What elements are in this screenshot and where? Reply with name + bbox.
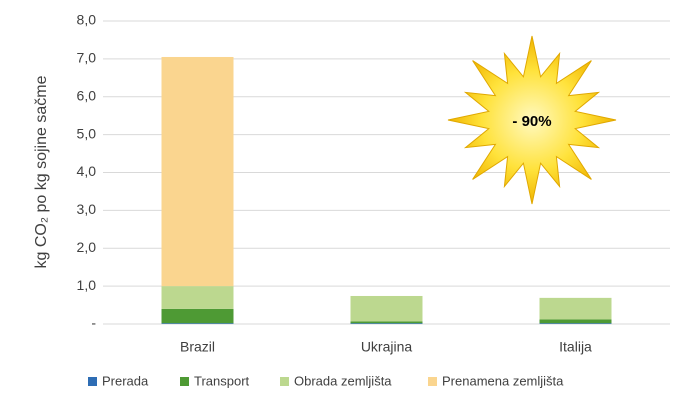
bar-segment (161, 308, 234, 324)
y-axis-label: kg CO₂ po kg sojine sačme (33, 75, 50, 268)
bar-segment (350, 321, 423, 324)
bar-segment (161, 56, 234, 287)
x-tick-label: Italija (559, 339, 592, 355)
bar-segment (539, 319, 612, 324)
bar-segment (161, 323, 234, 324)
bar-segment (350, 323, 423, 324)
y-tick-label: 1,0 (77, 277, 97, 293)
bar-segment (161, 286, 234, 309)
legend-swatch (428, 377, 437, 386)
legend-swatch (180, 377, 189, 386)
bar-segment (539, 323, 612, 324)
y-tick-label: 3,0 (77, 201, 97, 217)
legend-swatch (280, 377, 289, 386)
y-tick-label: 5,0 (77, 125, 97, 141)
y-tick-label: 7,0 (77, 50, 97, 66)
legend-label: Prerada (102, 373, 149, 388)
legend-label: Obrada zemljišta (294, 373, 392, 388)
y-tick-label: 8,0 (77, 12, 97, 28)
x-tick-label: Ukrajina (361, 339, 413, 355)
legend-label: Prenamena zemljišta (442, 373, 564, 388)
star-burst (447, 35, 617, 205)
x-tick-label: Brazil (180, 339, 215, 355)
y-tick-label: - (91, 315, 96, 331)
annotation: - 90% (512, 113, 551, 130)
y-tick-label: 2,0 (77, 239, 97, 255)
y-tick-label: 4,0 (77, 163, 97, 179)
y-tick-label: 6,0 (77, 87, 97, 103)
bar-segment (350, 295, 423, 322)
bar-segment (539, 297, 612, 320)
legend-swatch (88, 377, 97, 386)
legend-label: Transport (194, 373, 250, 388)
